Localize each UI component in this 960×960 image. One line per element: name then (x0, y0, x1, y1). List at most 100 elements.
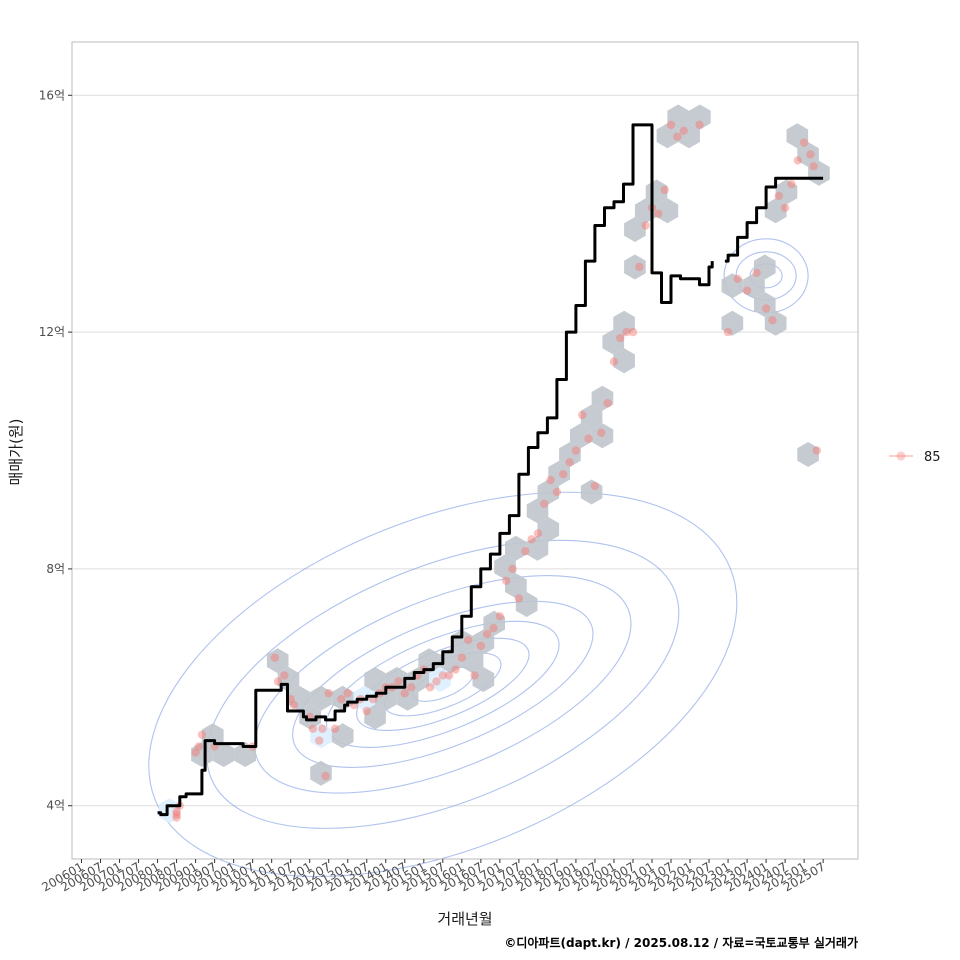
hexbin-cell (656, 198, 679, 224)
transaction-point (635, 262, 644, 272)
transaction-point (172, 807, 181, 816)
hexbin-cell (396, 685, 419, 711)
hexbin-cell (624, 217, 646, 242)
caption: ©디아파트(dapt.kr) / 2025.08.12 / 자료=국토교통부 실… (504, 935, 858, 950)
transaction-point (540, 499, 549, 508)
hexbin-cell (505, 573, 527, 599)
hexbin-cell (764, 310, 787, 336)
transaction-point (406, 683, 416, 692)
transaction-point (597, 428, 606, 437)
transaction-point (533, 529, 543, 538)
hexbin-cell (331, 723, 354, 749)
transaction-point (787, 179, 796, 189)
transaction-point (793, 156, 802, 165)
trend-line (157, 123, 714, 817)
legend-label: 85 (924, 450, 941, 465)
transaction-point (289, 700, 299, 710)
hexbin-cell (602, 329, 625, 355)
hexbin-cell (364, 704, 386, 730)
transaction-point (780, 203, 790, 212)
transaction-point (280, 671, 289, 680)
y-tick-label: 4억 (46, 799, 65, 813)
transaction-point (521, 546, 530, 556)
transaction-point (622, 327, 631, 337)
transaction-point (337, 694, 346, 704)
hexbin-cell (721, 273, 744, 299)
hexbin-cell (754, 254, 776, 280)
transaction-point (495, 612, 505, 621)
x-axis-title: 거래년월 (437, 910, 492, 928)
hexbin-cell (505, 535, 527, 561)
hexbin-cell (385, 667, 408, 692)
transaction-point (324, 689, 333, 698)
hexbin-layer (158, 104, 830, 824)
y-tick-label: 8억 (46, 562, 65, 576)
transaction-point (321, 771, 330, 781)
hexbin-cell (591, 423, 614, 449)
transaction-point (812, 446, 821, 455)
transaction-point (768, 316, 777, 325)
hexbin-cell (429, 667, 451, 692)
transaction-point (315, 736, 324, 745)
hexbin-cell (483, 610, 505, 636)
legend-key-point (896, 451, 906, 461)
hexbin-cell (797, 442, 819, 467)
transaction-point (432, 677, 441, 686)
hexbin-cell (537, 517, 560, 542)
transaction-point (394, 677, 403, 686)
hexbin-cell (743, 273, 765, 299)
transaction-point (603, 398, 612, 408)
hexbin-cell (212, 742, 235, 767)
transaction-point (761, 304, 771, 313)
transaction-point (673, 132, 682, 141)
transaction-point (654, 209, 663, 218)
hexbin-cell (580, 479, 603, 505)
transaction-point (194, 742, 203, 751)
transaction-point (552, 487, 562, 497)
hexbin-cell (689, 104, 711, 130)
hexbin-cell (310, 723, 332, 749)
transaction-point (514, 594, 524, 603)
hexbin-cell (266, 648, 289, 674)
transaction-point (571, 446, 581, 455)
hexbin-cell (310, 685, 332, 711)
transaction-point (584, 434, 593, 443)
hexbin-cell (786, 123, 809, 149)
hexbin-cell (537, 479, 560, 505)
transaction-point (362, 706, 371, 716)
transaction-point (489, 623, 498, 633)
grid-lines (72, 94, 858, 807)
trend-line-layer (157, 123, 824, 817)
transaction-point (318, 724, 327, 733)
transaction-point (742, 286, 752, 295)
transaction-point (774, 191, 783, 201)
density-contour (206, 539, 680, 829)
density-contours (148, 238, 809, 877)
panel-border (71, 41, 859, 860)
transaction-point (270, 653, 280, 662)
transaction-point (470, 671, 479, 680)
hexbin-cell (440, 648, 462, 674)
hexbin-cell (775, 179, 798, 205)
transaction-point (679, 126, 688, 136)
transaction-point (502, 576, 511, 585)
transaction-point (425, 683, 435, 692)
y-axis-ticks: 4억 8억 12억 16억 (39, 88, 72, 813)
hexbin-cell (364, 667, 386, 692)
hexbin-cell (591, 385, 614, 411)
transaction-point (723, 327, 733, 337)
hexbin-cell (515, 592, 538, 617)
hexbin-cell (797, 142, 819, 167)
hexbin-cell (624, 254, 646, 280)
transaction-point (666, 120, 676, 130)
transaction-point (330, 724, 340, 733)
hexbin-cell (494, 554, 516, 580)
transaction-point (660, 185, 669, 195)
transaction-point (444, 671, 454, 680)
hexbin-cell (678, 123, 700, 149)
hexbin-cell (310, 760, 332, 786)
hexbin-cell (461, 648, 484, 674)
transaction-point (463, 635, 473, 645)
